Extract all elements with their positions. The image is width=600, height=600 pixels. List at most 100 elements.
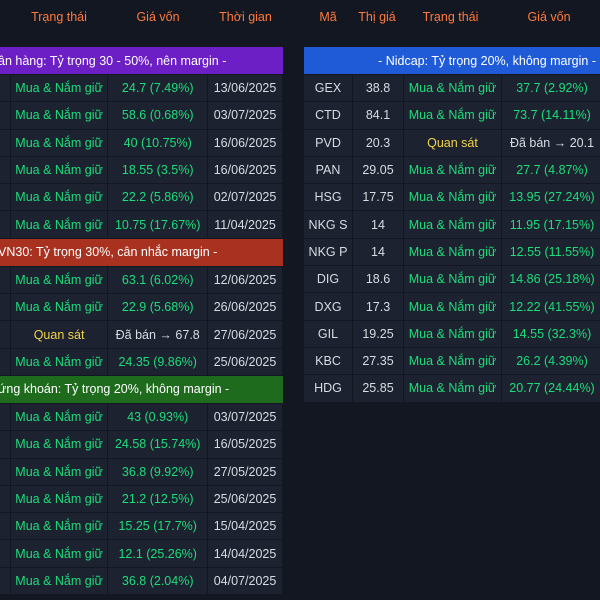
table-row[interactable]: Mua & Nắm giữ 63.1 (6.02%) 12/06/2025 — [0, 266, 283, 294]
row-cost: Đã bán → 20.1 — [502, 129, 600, 156]
row-code — [0, 75, 10, 102]
table-row[interactable]: Mua & Nắm giữ 58.6 (0.68%) 03/07/2025 — [0, 102, 283, 129]
row-status: Mua & Nắm giữ — [10, 184, 108, 211]
row-cost: 22.9 (5.68%) — [108, 294, 208, 321]
row-date: 11/04/2025 — [208, 211, 282, 238]
right-col-price-header: Thị giá — [358, 10, 396, 24]
row-cost: 11.95 (17.15%) — [502, 211, 600, 238]
row-code — [0, 211, 10, 238]
table-row[interactable]: NKG P 14 Mua & Nắm giữ 12.55 (11.55%) — [304, 238, 600, 266]
row-price: 25.85 — [353, 375, 403, 402]
table-row[interactable]: Mua & Nắm giữ 40 (10.75%) 16/06/2025 — [0, 129, 283, 157]
table-row[interactable]: GIL 19.25 Mua & Nắm giữ 14.55 (32.3%) — [304, 320, 600, 348]
row-status: Mua & Nắm giữ — [404, 238, 501, 266]
row-date: 26/06/2025 — [208, 294, 282, 321]
row-cost: 26.2 (4.39%) — [502, 347, 600, 375]
row-date: 14/04/2025 — [208, 540, 282, 567]
row-status: Mua & Nắm giữ — [10, 567, 108, 595]
row-code: PVD — [304, 129, 352, 156]
table-row[interactable]: Mua & Nắm giữ 36.8 (2.04%) 04/07/2025 — [0, 567, 283, 595]
row-code: GIL — [304, 320, 352, 347]
table-row[interactable]: Quan sát Đã bán → 67.8 27/06/2025 — [0, 321, 283, 348]
table-row[interactable]: Mua & Nắm giữ 18.55 (3.5%) 16/06/2025 — [0, 156, 283, 184]
row-status: Mua & Nắm giữ — [10, 431, 108, 458]
row-code — [0, 156, 10, 184]
row-cost: 22.2 (5.86%) — [108, 184, 208, 211]
group-banner: - Nidcap: Tỷ trọng 20%, không margin - — [304, 47, 600, 74]
row-cost: 12.1 (25.26%) — [108, 540, 208, 567]
row-cost: 24.58 (15.74%) — [108, 431, 208, 458]
row-status: Quan sát — [10, 321, 108, 348]
row-price: 38.8 — [353, 75, 403, 102]
row-cost: 73.7 (14.11%) — [502, 102, 600, 129]
row-status: Mua & Nắm giữ — [10, 540, 108, 567]
row-cost: 37.7 (2.92%) — [502, 75, 600, 102]
row-status: Mua & Nắm giữ — [10, 211, 108, 238]
row-cost: 27.7 (4.87%) — [502, 156, 600, 184]
row-cost: 36.8 (9.92%) — [108, 458, 208, 485]
table-row[interactable]: Mua & Nắm giữ 43 (0.93%) 03/07/2025 — [0, 403, 283, 431]
table-row[interactable]: HDG 25.85 Mua & Nắm giữ 20.77 (24.44%) — [304, 375, 600, 402]
table-row[interactable]: Mua & Nắm giữ 10.75 (17.67%) 11/04/2025 — [0, 211, 283, 238]
row-date: 16/06/2025 — [208, 156, 282, 184]
table-row[interactable]: Mua & Nắm giữ 24.35 (9.86%) 25/06/2025 — [0, 348, 283, 376]
left-table-header: Trạng thái Giá vốn Thời gian — [0, 0, 283, 34]
row-code: HSG — [304, 184, 352, 211]
row-price: 20.3 — [353, 129, 403, 156]
row-price: 19.25 — [353, 320, 403, 347]
row-status: Mua & Nắm giữ — [404, 156, 501, 184]
table-row[interactable]: Mua & Nắm giữ 24.7 (7.49%) 13/06/2025 — [0, 75, 283, 102]
right-table: Mã Thị giá Trạng thái Giá vốn - Nidcap: … — [304, 0, 600, 403]
row-date: 25/06/2025 — [208, 485, 282, 513]
row-status: Mua & Nắm giữ — [404, 320, 501, 347]
table-row[interactable]: PVD 20.3 Quan sát Đã bán → 20.1 — [304, 129, 600, 157]
row-cost: 21.2 (12.5%) — [108, 485, 208, 513]
table-row[interactable]: DXG 17.3 Mua & Nắm giữ 12.22 (41.55%) — [304, 293, 600, 320]
left-table: Trạng thái Giá vốn Thời gian ân hàng: Tỷ… — [0, 0, 283, 595]
row-status: Mua & Nắm giữ — [10, 129, 108, 156]
row-cost: 58.6 (0.68%) — [108, 102, 208, 129]
row-cost: 12.22 (41.55%) — [502, 293, 600, 320]
row-date: 13/06/2025 — [208, 75, 282, 102]
table-row[interactable]: NKG S 14 Mua & Nắm giữ 11.95 (17.15%) — [304, 211, 600, 238]
row-date: 04/07/2025 — [208, 567, 282, 595]
row-cost: 24.35 (9.86%) — [108, 348, 208, 375]
row-code: HDG — [304, 375, 352, 402]
table-row[interactable]: Mua & Nắm giữ 21.2 (12.5%) 25/06/2025 — [0, 485, 283, 513]
table-row[interactable]: CTD 84.1 Mua & Nắm giữ 73.7 (14.11%) — [304, 102, 600, 129]
table-row[interactable]: KBC 27.35 Mua & Nắm giữ 26.2 (4.39%) — [304, 347, 600, 375]
row-status: Mua & Nắm giữ — [10, 403, 108, 431]
row-cost: 14.86 (25.18%) — [502, 266, 600, 293]
table-row[interactable]: GEX 38.8 Mua & Nắm giữ 37.7 (2.92%) — [304, 75, 600, 102]
row-code — [0, 129, 10, 156]
row-cost: 63.1 (6.02%) — [108, 266, 208, 294]
table-row[interactable]: Mua & Nắm giữ 15.25 (17.7%) 15/04/2025 — [0, 513, 283, 540]
row-date: 12/06/2025 — [208, 266, 282, 294]
row-status: Mua & Nắm giữ — [404, 102, 501, 129]
table-row[interactable]: Mua & Nắm giữ 22.9 (5.68%) 26/06/2025 — [0, 294, 283, 321]
row-status: Mua & Nắm giữ — [10, 75, 108, 102]
row-status: Mua & Nắm giữ — [10, 458, 108, 485]
group-banner: ứng khoán: Tỷ trọng 20%, không margin - — [0, 375, 283, 403]
row-cost: 40 (10.75%) — [108, 129, 208, 156]
row-status: Mua & Nắm giữ — [10, 102, 108, 129]
left-col-cost-header: Giá vốn — [136, 10, 180, 24]
table-row[interactable]: Mua & Nắm giữ 36.8 (9.92%) 27/05/2025 — [0, 458, 283, 486]
table-row[interactable]: Mua & Nắm giữ 22.2 (5.86%) 02/07/2025 — [0, 184, 283, 211]
row-price: 14 — [353, 211, 403, 238]
row-code — [0, 431, 10, 458]
row-cost: 12.55 (11.55%) — [502, 238, 600, 266]
table-row[interactable]: DIG 18.6 Mua & Nắm giữ 14.86 (25.18%) — [304, 266, 600, 293]
table-row[interactable]: PAN 29.05 Mua & Nắm giữ 27.7 (4.87%) — [304, 156, 600, 184]
row-status: Mua & Nắm giữ — [10, 513, 108, 540]
row-code — [0, 348, 10, 375]
table-row[interactable]: Mua & Nắm giữ 12.1 (25.26%) 14/04/2025 — [0, 540, 283, 567]
row-status: Mua & Nắm giữ — [10, 348, 108, 375]
row-price: 18.6 — [353, 266, 403, 293]
row-cost: 20.77 (24.44%) — [502, 375, 600, 402]
table-row[interactable]: Mua & Nắm giữ 24.58 (15.74%) 16/05/2025 — [0, 431, 283, 458]
row-status: Mua & Nắm giữ — [10, 294, 108, 321]
row-code — [0, 567, 10, 595]
table-row[interactable]: HSG 17.75 Mua & Nắm giữ 13.95 (27.24%) — [304, 184, 600, 211]
row-code — [0, 513, 10, 540]
